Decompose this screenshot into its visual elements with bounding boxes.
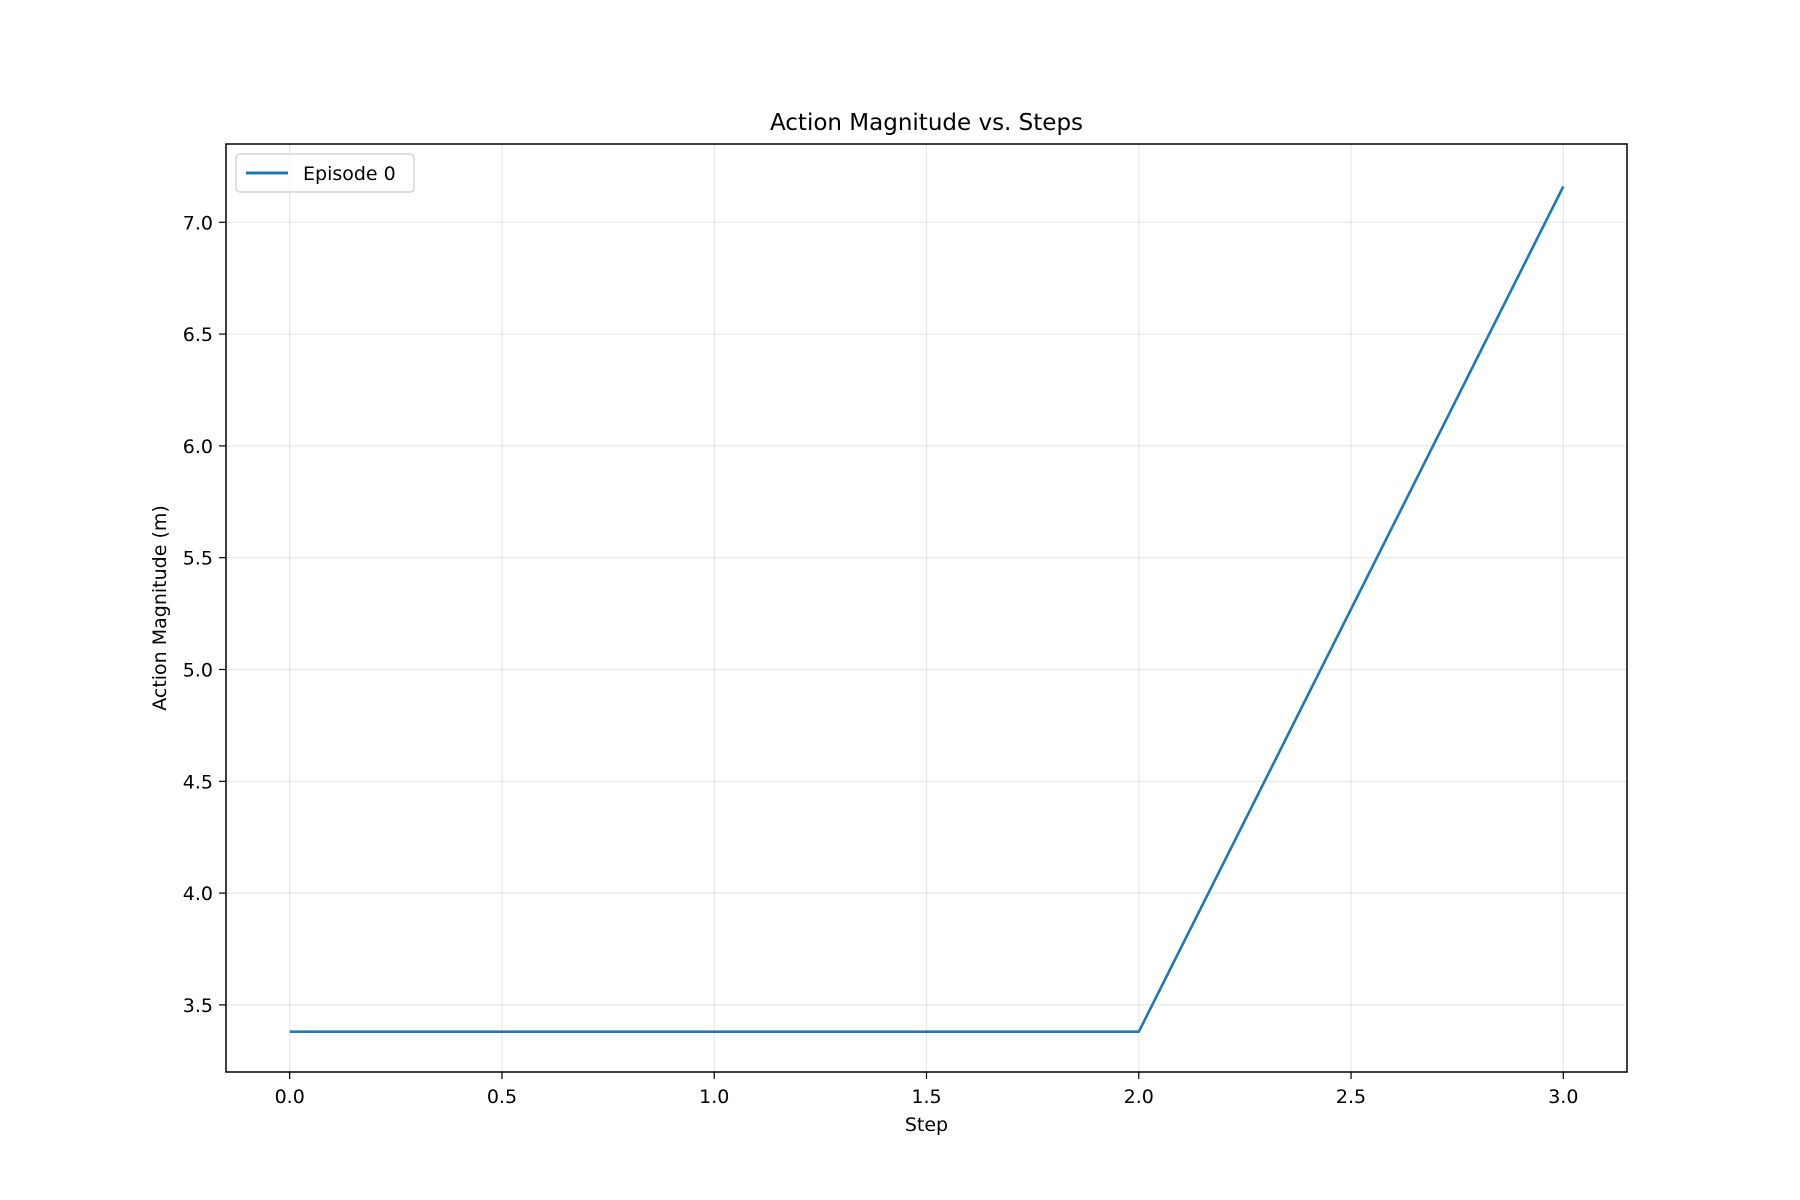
y-axis-ticks: 3.5 4.0 4.5 5.0 5.5 6.0 6.5 7.0 — [183, 212, 226, 1017]
y-tick-label: 5.5 — [183, 548, 213, 570]
y-axis-title: Action Magnitude (m) — [149, 505, 171, 711]
x-tick-label: 3.0 — [1548, 1086, 1578, 1108]
y-tick-label: 3.5 — [183, 995, 213, 1017]
y-tick-label: 7.0 — [183, 212, 213, 234]
legend: Episode 0 — [235, 153, 415, 193]
y-tick-label: 5.0 — [183, 659, 213, 681]
x-tick-label: 1.0 — [699, 1086, 729, 1108]
x-tick-label: 1.5 — [911, 1086, 941, 1108]
y-tick-label: 4.5 — [183, 771, 213, 793]
x-axis-ticks: 0.0 0.5 1.0 1.5 2.0 2.5 3.0 — [275, 1072, 1578, 1108]
grid-lines — [226, 144, 1627, 1072]
x-tick-label: 0.0 — [275, 1086, 305, 1108]
y-tick-label: 6.5 — [183, 324, 213, 346]
x-tick-label: 2.5 — [1336, 1086, 1366, 1108]
legend-box — [235, 153, 415, 193]
x-tick-label: 0.5 — [487, 1086, 517, 1108]
chart-title: Action Magnitude vs. Steps — [770, 110, 1083, 136]
x-axis-title: Step — [905, 1114, 948, 1136]
y-tick-label: 6.0 — [183, 436, 213, 458]
y-tick-label: 4.0 — [183, 883, 213, 905]
series-layer — [289, 185, 1565, 1033]
legend-label-episode-0: Episode 0 — [303, 163, 396, 185]
x-tick-label: 2.0 — [1124, 1086, 1154, 1108]
series-line-episode-0 — [289, 185, 1565, 1033]
